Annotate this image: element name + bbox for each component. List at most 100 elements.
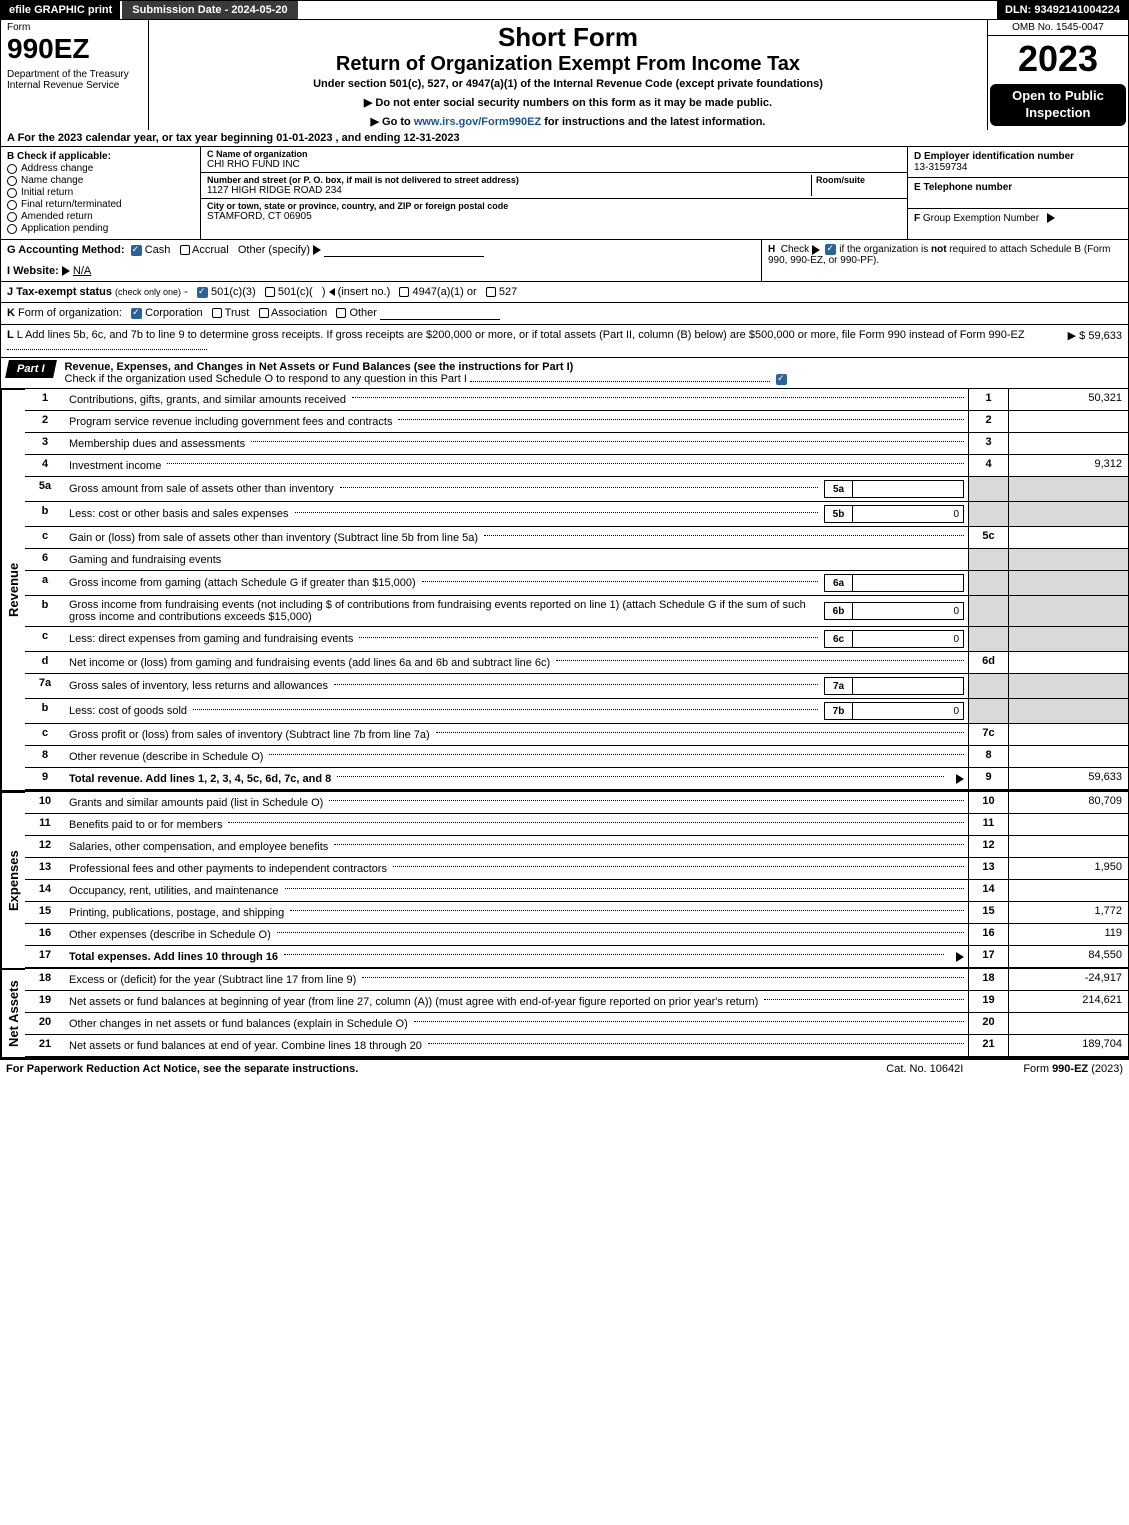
line-18: 18 Excess or (deficit) for the year (Sub… [25,969,1128,991]
arrow-icon [62,266,70,276]
part1-title: Revenue, Expenses, and Changes in Net As… [61,358,1128,388]
chk-other[interactable] [336,308,346,318]
opt-initial-return: Initial return [21,187,73,198]
line-3: 3 Membership dues and assessments 3 [25,433,1128,455]
expenses-section: Expenses 10 Grants and similar amounts p… [0,790,1129,968]
line-5a: 5a Gross amount from sale of assets othe… [25,477,1128,502]
line-c: c Gain or (loss) from sale of assets oth… [25,527,1128,549]
l-text: L Add lines 5b, 6c, and 7b to line 9 to … [17,329,1025,341]
line-16: 16 Other expenses (describe in Schedule … [25,924,1128,946]
section-c: C Name of organization CHI RHO FUND INC … [201,147,908,239]
page-footer: For Paperwork Reduction Act Notice, see … [0,1059,1129,1078]
sub-box-6c: 6c0 [824,630,964,648]
room-label: Room/suite [816,175,901,185]
form-label: Form [7,22,142,33]
sub-box-6b: 6b0 [824,602,964,620]
l-amount: ▶ $ 59,633 [1060,329,1122,353]
form-title: Short Form [155,22,981,53]
line-10: 10 Grants and similar amounts paid (list… [25,792,1128,814]
line-14: 14 Occupancy, rent, utilities, and maint… [25,880,1128,902]
sub-box-5a: 5a [824,480,964,498]
chk-trust[interactable] [212,308,222,318]
d-label: D Employer identification number [914,151,1122,162]
department: Department of the Treasury Internal Reve… [7,69,142,91]
form-id-col: Form 990EZ Department of the Treasury In… [1,20,149,130]
chk-527[interactable] [486,287,496,297]
row-j: J Tax-exempt status (check only one) - 5… [0,282,1129,303]
chk-address-change[interactable] [7,164,17,174]
footer-left: For Paperwork Reduction Act Notice, see … [6,1063,358,1075]
efile-print[interactable]: efile GRAPHIC print [1,1,120,19]
opt-address-change: Address change [21,163,93,174]
sub-box-7a: 7a [824,677,964,695]
chk-4947[interactable] [399,287,409,297]
row-h: H Check if the organization is not requi… [761,240,1128,281]
line-a: a Gross income from gaming (attach Sched… [25,571,1128,596]
warning-1: ▶ Do not enter social security numbers o… [155,96,981,109]
line-c: c Less: direct expenses from gaming and … [25,627,1128,652]
form-number: 990EZ [7,33,142,65]
line-12: 12 Salaries, other compensation, and emp… [25,836,1128,858]
opt-amended-return: Amended return [21,211,93,222]
chk-schedule-b[interactable] [825,244,836,255]
line-19: 19 Net assets or fund balances at beginn… [25,991,1128,1013]
line-9: 9 Total revenue. Add lines 1, 2, 3, 4, 5… [25,768,1128,790]
row-i: I Website: [7,265,62,277]
line-7a: 7a Gross sales of inventory, less return… [25,674,1128,699]
chk-final-return[interactable] [7,200,17,210]
line-15: 15 Printing, publications, postage, and … [25,902,1128,924]
row-a: A For the 2023 calendar year, or tax yea… [0,130,1129,147]
netassets-section: Net Assets 18 Excess or (deficit) for th… [0,968,1129,1059]
chk-cash[interactable] [131,245,142,256]
arrow-icon [1047,213,1055,223]
opt-final-return: Final return/terminated [21,199,122,210]
f-label: F Group Exemption Number [914,213,1122,224]
netassets-label: Net Assets [1,969,25,1057]
sub-box-5b: 5b0 [824,505,964,523]
chk-name-change[interactable] [7,176,17,186]
line-17: 17 Total expenses. Add lines 10 through … [25,946,1128,968]
chk-application-pending[interactable] [7,224,17,234]
line-21: 21 Net assets or fund balances at end of… [25,1035,1128,1057]
sub-box-6a: 6a [824,574,964,592]
line-6: 6 Gaming and fundraising events [25,549,1128,571]
title-col: Short Form Return of Organization Exempt… [149,20,988,130]
part1-tab: Part I [5,360,56,378]
sub-box-7b: 7b0 [824,702,964,720]
dln: DLN: 93492141004224 [997,1,1128,19]
chk-accrual[interactable] [180,245,190,255]
line-b: b Less: cost of goods sold 7b0 [25,699,1128,724]
line-2: 2 Program service revenue including gove… [25,411,1128,433]
city-label: City or town, state or province, country… [207,201,901,211]
chk-corporation[interactable] [131,308,142,319]
org-address: 1127 HIGH RIDGE ROAD 234 [207,185,811,196]
chk-501c[interactable] [265,287,275,297]
chk-association[interactable] [259,308,269,318]
addr-label: Number and street (or P. O. box, if mail… [207,175,811,185]
chk-amended-return[interactable] [7,212,17,222]
b-heading: B Check if applicable: [7,151,194,162]
irs-link[interactable]: www.irs.gov/Form990EZ [414,116,541,128]
form-subtitle: Return of Organization Exempt From Incom… [155,53,981,76]
line-4: 4 Investment income 4 9,312 [25,455,1128,477]
warning-2: ▶ Go to www.irs.gov/Form990EZ for instru… [155,115,981,128]
revenue-label: Revenue [1,389,25,790]
tax-year: 2023 [988,36,1128,82]
revenue-section: Revenue 1 Contributions, gifts, grants, … [0,389,1129,790]
opt-name-change: Name change [21,175,83,186]
line-8: 8 Other revenue (describe in Schedule O)… [25,746,1128,768]
right-col: OMB No. 1545-0047 2023 Open to Public In… [988,20,1128,130]
part1-sub: Check if the organization used Schedule … [65,373,467,385]
row-l: L L Add lines 5b, 6c, and 7b to line 9 t… [0,325,1129,358]
footer-right: Form 990-EZ (2023) [1023,1063,1123,1075]
omb-number: OMB No. 1545-0047 [988,20,1128,36]
chk-schedule-o[interactable] [776,374,787,385]
section-b: B Check if applicable: Address change Na… [1,147,201,239]
arrow-icon [956,952,964,962]
chk-initial-return[interactable] [7,188,17,198]
part1-header: Part I Revenue, Expenses, and Changes in… [0,358,1129,389]
org-name: CHI RHO FUND INC [207,159,901,170]
org-city: STAMFORD, CT 06905 [207,211,901,222]
e-label: E Telephone number [914,182,1122,193]
chk-501c3[interactable] [197,287,208,298]
